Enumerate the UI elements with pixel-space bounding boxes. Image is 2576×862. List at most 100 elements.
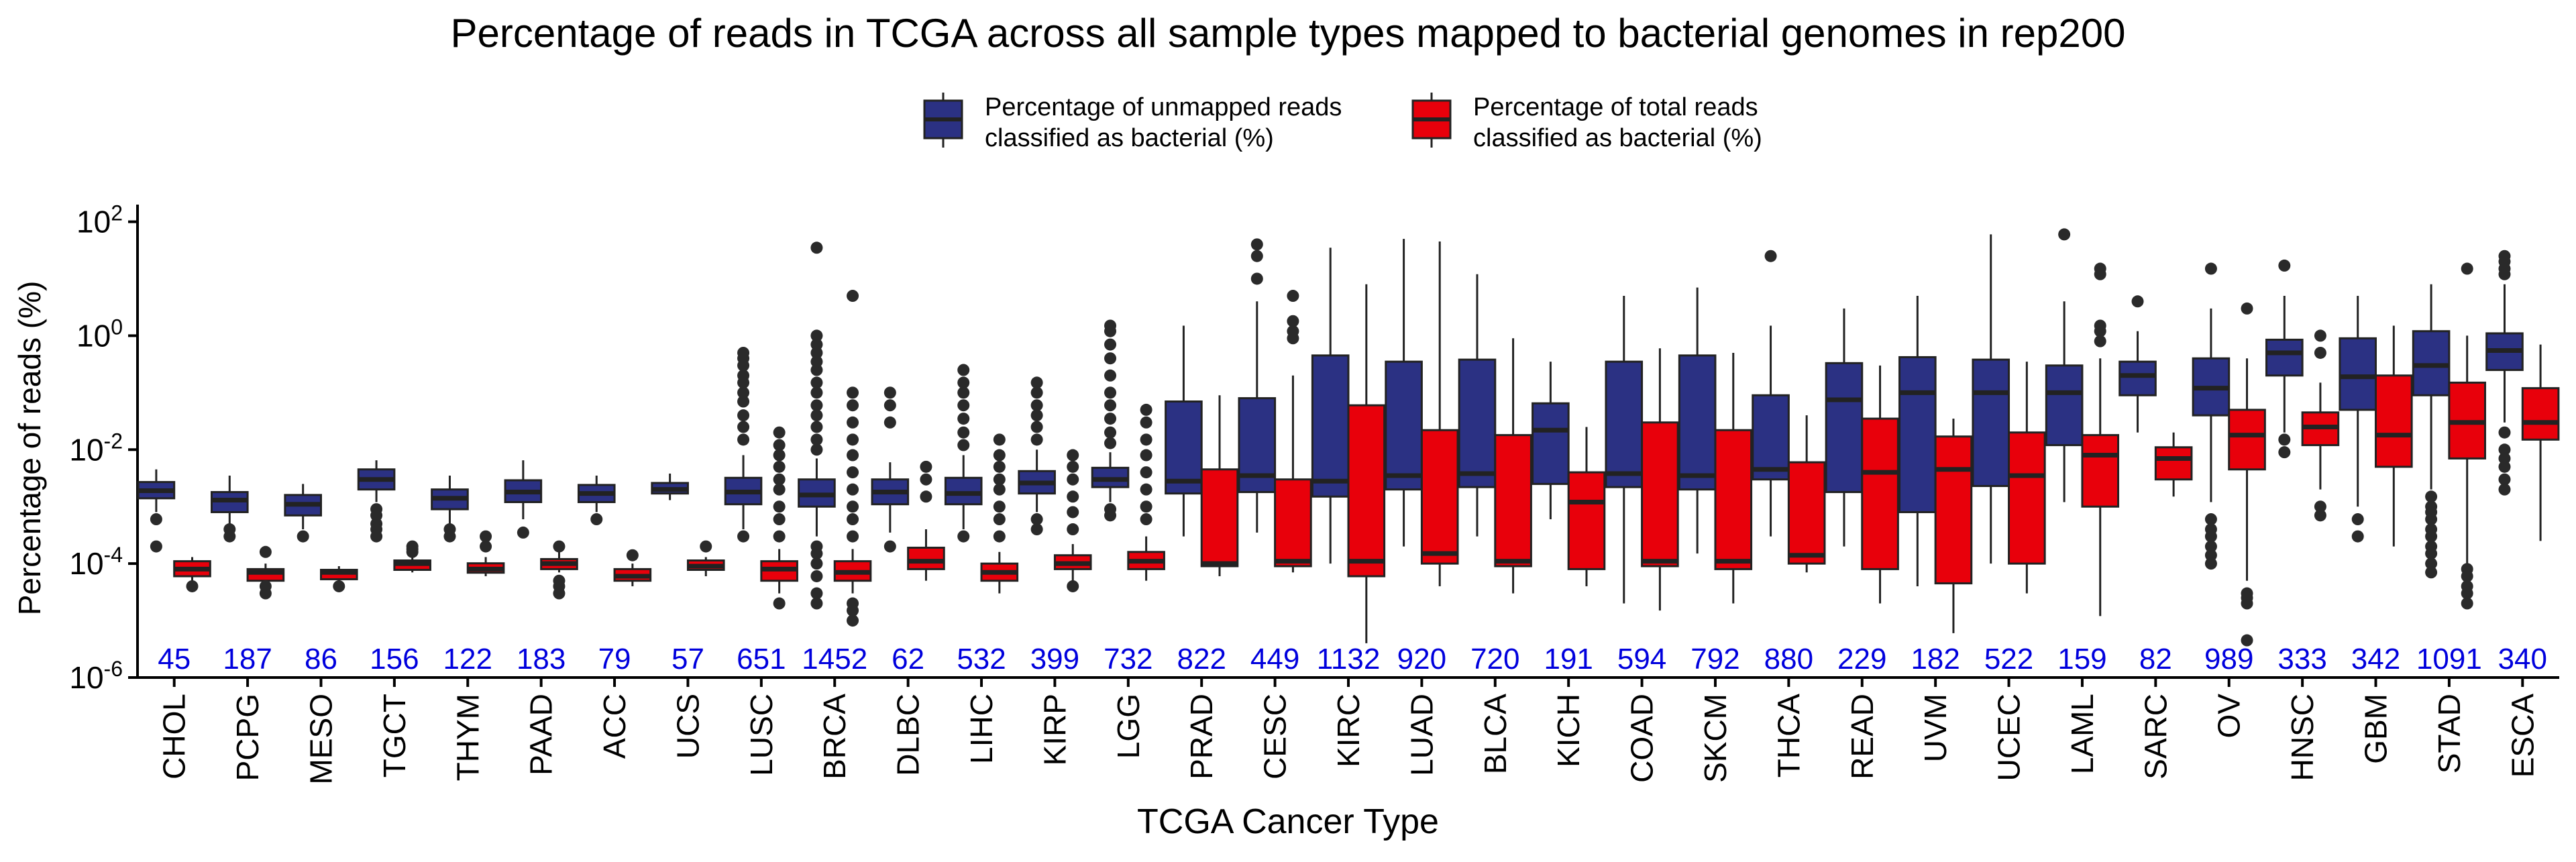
sample-count-label: 594 xyxy=(1617,643,1666,676)
outlier-point xyxy=(517,526,529,539)
sample-count-label: 82 xyxy=(2139,643,2172,676)
box-unmapped xyxy=(431,476,469,543)
box-iqr xyxy=(2118,360,2157,396)
box-unmapped xyxy=(577,476,616,526)
outlier-point xyxy=(810,346,823,359)
outlier-point xyxy=(957,386,970,399)
box-iqr xyxy=(1752,394,1790,481)
sample-count-label: 399 xyxy=(1030,643,1079,676)
x-tick-label: UVM xyxy=(1918,694,1953,762)
box-unmapped xyxy=(1825,308,1864,547)
outlier-point xyxy=(2058,228,2071,241)
outlier-point xyxy=(847,449,859,462)
box-total xyxy=(1274,290,1312,573)
outlier-point xyxy=(810,443,823,456)
box-iqr xyxy=(907,546,945,570)
outlier-point xyxy=(1067,473,1079,486)
outlier-point xyxy=(1287,325,1299,337)
box-total xyxy=(2521,344,2560,541)
outlier-point xyxy=(1030,523,1043,536)
outlier-point xyxy=(810,364,823,376)
outlier-point xyxy=(150,513,162,526)
outlier-point xyxy=(2498,460,2511,473)
x-tick-label: LGG xyxy=(1111,694,1146,759)
x-tick-label: CESC xyxy=(1258,694,1293,779)
outlier-point xyxy=(1140,483,1152,496)
outlier-point xyxy=(2204,513,2217,526)
box-unmapped xyxy=(2265,259,2304,459)
chart-title: Percentage of reads in TCGA across all s… xyxy=(451,11,2126,56)
y-tick-label: 100 xyxy=(76,315,123,353)
x-tick-label: UCS xyxy=(670,694,705,759)
outlier-point xyxy=(847,466,859,479)
box-unmapped xyxy=(1898,296,1937,586)
box-unmapped xyxy=(944,364,983,543)
outlier-point xyxy=(700,540,712,553)
box-total xyxy=(1641,348,1679,611)
x-tick-label: KIRC xyxy=(1331,694,1366,767)
outlier-point xyxy=(1140,500,1152,513)
sample-count-label: 62 xyxy=(892,643,924,676)
outlier-point xyxy=(810,547,823,560)
box-total xyxy=(1567,427,1606,586)
box-iqr xyxy=(2228,409,2266,471)
outlier-point xyxy=(810,376,823,389)
outlier-point xyxy=(847,416,859,429)
outlier-point xyxy=(2094,262,2106,275)
outlier-point xyxy=(1067,523,1079,536)
outlier-point xyxy=(1030,421,1043,433)
x-tick-label: BRCA xyxy=(817,694,852,779)
sample-count-label: 57 xyxy=(672,643,704,676)
outlier-point xyxy=(773,500,786,513)
box-iqr xyxy=(1641,421,1679,568)
outlier-point xyxy=(957,439,970,451)
x-tick-label: MESO xyxy=(303,694,338,784)
outlier-point xyxy=(2351,530,2364,543)
x-tick-label: PRAD xyxy=(1184,694,1219,779)
x-tick-label: READ xyxy=(1845,694,1880,779)
outlier-point xyxy=(2241,634,2253,647)
sample-count-label: 86 xyxy=(305,643,337,676)
sample-count-label: 792 xyxy=(1690,643,1739,676)
outlier-point xyxy=(2241,302,2253,315)
box-unmapped xyxy=(504,460,543,539)
box-total xyxy=(1714,352,1753,604)
outlier-point xyxy=(957,530,970,543)
outlier-point xyxy=(2425,490,2438,503)
outlier-point xyxy=(2094,335,2106,347)
plot-area: 10-6 10-4 10-2 100 102 45 CHOL 187 PCPG 86 MESO 156… xyxy=(69,201,2560,784)
outlier-point xyxy=(2498,452,2511,465)
x-tick-label: SARC xyxy=(2138,694,2173,779)
box-total xyxy=(980,433,1019,594)
outlier-point xyxy=(1104,338,1117,351)
sample-count-label: 1452 xyxy=(802,643,867,676)
x-tick-label: SKCM xyxy=(1698,694,1733,783)
outlier-point xyxy=(1067,490,1079,503)
sample-count-label: 1132 xyxy=(1317,643,1381,676)
outlier-point xyxy=(480,530,492,543)
sample-count-label: 880 xyxy=(1764,643,1813,676)
x-tick-label: PCPG xyxy=(230,694,265,781)
sample-count-label: 340 xyxy=(2498,643,2547,676)
outlier-point xyxy=(773,449,786,462)
box-total xyxy=(1127,403,1165,581)
outlier-point xyxy=(993,500,1006,513)
x-tick-label: THCA xyxy=(1771,694,1806,778)
sample-count-label: 822 xyxy=(1177,643,1226,676)
outlier-point xyxy=(993,530,1006,543)
box-total xyxy=(2375,325,2413,547)
sample-count-label: 183 xyxy=(517,643,566,676)
outlier-point xyxy=(2314,509,2326,522)
legend-label-line: classified as bacterial (%) xyxy=(1473,124,1762,152)
outlier-point xyxy=(2351,513,2364,526)
outlier-point xyxy=(626,549,639,561)
x-tick-label: UCEC xyxy=(1992,694,2027,781)
box-unmapped xyxy=(2339,296,2377,543)
outlier-point xyxy=(847,386,859,399)
outlier-point xyxy=(2425,547,2438,560)
box-total xyxy=(466,530,505,576)
outlier-point xyxy=(810,241,823,254)
box-iqr xyxy=(1898,356,1937,513)
x-tick-label: LUAD xyxy=(1404,694,1439,776)
